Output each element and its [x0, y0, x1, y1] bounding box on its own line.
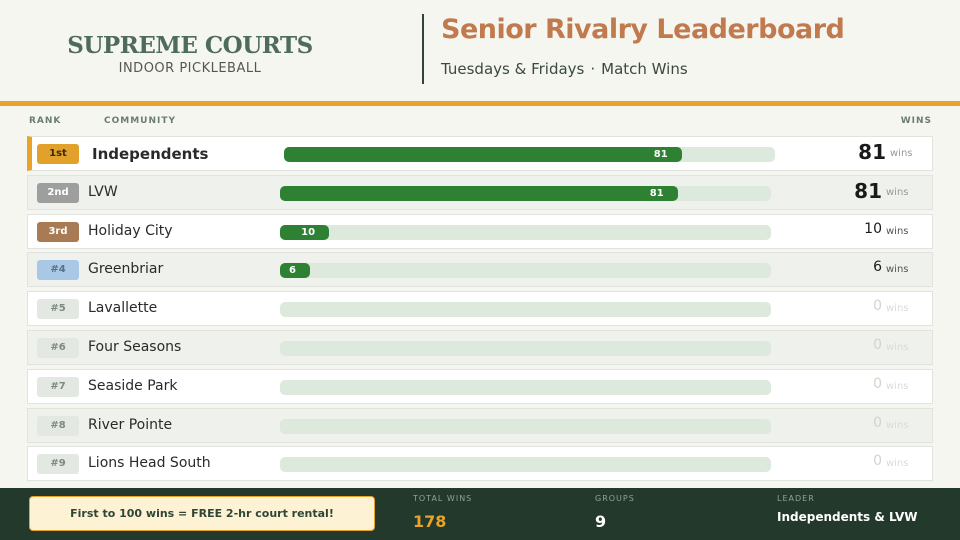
wins-bar-fill: 6: [280, 263, 310, 279]
wins-count: 0: [873, 453, 882, 470]
leaderboard-row: #7 Seaside Park 0 wins: [27, 368, 933, 404]
wins-unit: wins: [886, 303, 909, 315]
leaderboard-row: 3rd Holiday City 10 10 wins: [27, 213, 933, 249]
wins-unit: wins: [886, 225, 909, 237]
wins-unit: wins: [886, 341, 909, 353]
wins-bar-label: 6: [289, 265, 296, 277]
wins-bar-track: [280, 340, 771, 356]
leader-value: Independents & LVW: [777, 510, 918, 524]
wins-bar-fill: 81: [284, 147, 682, 162]
wins-bar-label: 10: [301, 226, 316, 238]
rank-badge: #5: [37, 299, 79, 320]
column-header-wins: WINS: [900, 116, 932, 126]
wins-bar-track: [280, 379, 771, 395]
leaderboard-row: #9 Lions Head South 0 wins: [27, 446, 933, 482]
metric-text: Match Wins: [601, 60, 688, 78]
column-header-community: COMMUNITY: [104, 116, 177, 126]
community-name: Lions Head South: [88, 455, 211, 472]
rank-badge: #6: [37, 337, 79, 358]
wins-unit: wins: [886, 458, 909, 470]
rank-badge: 2nd: [37, 182, 79, 203]
wins-bar-track: [280, 418, 771, 434]
wins-bar-track: 81: [284, 147, 775, 162]
separator-dot: ·: [590, 60, 596, 78]
brand-subtitle: INDOOR PICKLEBALL: [118, 61, 262, 76]
wins-count: 81: [858, 140, 886, 164]
wins-count: 6: [873, 259, 882, 276]
page-subtitle: Tuesdays & Fridays · Match Wins: [441, 60, 688, 78]
leaderboard-list: 1st Independents 81 81 wins 2nd LVW 81 8…: [27, 136, 933, 485]
schedule-text: Tuesdays & Fridays: [441, 60, 585, 78]
community-name: Holiday City: [88, 222, 173, 239]
wins-bar-label: 81: [653, 149, 668, 160]
wins-count: 81: [854, 178, 882, 203]
brand-name: SUPREME COURTS: [67, 32, 313, 59]
wins-unit: wins: [886, 264, 909, 276]
wins-bar-label: 81: [649, 187, 664, 199]
wins-count: 0: [873, 336, 882, 353]
rank-badge: #9: [37, 454, 79, 475]
column-header-rank: RANK: [29, 116, 62, 126]
wins-count: 0: [873, 298, 882, 315]
community-name: Seaside Park: [88, 377, 178, 394]
rank-badge: #7: [37, 376, 79, 397]
wins-bar-fill: 81: [280, 185, 678, 201]
groups-value: 9: [595, 512, 607, 531]
leaderboard-row: #8 River Pointe 0 wins: [27, 407, 933, 443]
wins-count: 10: [864, 220, 882, 237]
rank-badge: 1st: [37, 144, 79, 164]
rank-badge: 3rd: [37, 221, 79, 242]
wins-bar-track: 6: [280, 263, 771, 279]
total-wins-value: 178: [413, 512, 447, 531]
community-name: Lavallette: [88, 300, 158, 317]
wins-bar-track: 81: [280, 185, 771, 201]
leaderboard-row: #4 Greenbriar 6 6 wins: [27, 252, 933, 288]
leader-label: LEADER: [777, 494, 815, 503]
accent-bar: [0, 101, 960, 106]
header-divider: [422, 14, 424, 84]
wins-unit: wins: [886, 186, 909, 198]
community-name: Greenbriar: [88, 261, 164, 278]
rank-badge: #4: [37, 260, 79, 281]
promo-banner: First to 100 wins = FREE 2-hr court rent…: [29, 496, 375, 531]
page-title: Senior Rivalry Leaderboard: [441, 14, 845, 45]
wins-unit: wins: [886, 419, 909, 431]
community-name: Independents: [92, 145, 209, 163]
wins-unit: wins: [890, 148, 913, 159]
total-wins-label: TOTAL WINS: [413, 494, 473, 503]
wins-bar-fill: 10: [280, 224, 330, 240]
footer-bar: First to 100 wins = FREE 2-hr court rent…: [0, 488, 960, 540]
leaderboard-row: 2nd LVW 81 81 wins: [27, 174, 933, 210]
community-name: LVW: [88, 183, 118, 200]
wins-count: 0: [873, 375, 882, 392]
wins-unit: wins: [886, 380, 909, 392]
rank-badge: #8: [37, 415, 79, 436]
wins-bar-track: [280, 302, 771, 318]
community-name: River Pointe: [88, 416, 173, 433]
leaderboard-row: 1st Independents 81 81 wins: [27, 136, 933, 171]
wins-bar-track: [280, 457, 771, 473]
leaderboard-row: #6 Four Seasons 0 wins: [27, 329, 933, 365]
wins-count: 0: [873, 414, 882, 431]
header: SUPREME COURTS INDOOR PICKLEBALL Senior …: [0, 0, 960, 102]
groups-label: GROUPS: [595, 494, 635, 503]
brand-logo: SUPREME COURTS INDOOR PICKLEBALL: [40, 32, 340, 76]
community-name: Four Seasons: [88, 338, 182, 355]
leaderboard-row: #5 Lavallette 0 wins: [27, 291, 933, 327]
wins-bar-track: 10: [280, 224, 771, 240]
